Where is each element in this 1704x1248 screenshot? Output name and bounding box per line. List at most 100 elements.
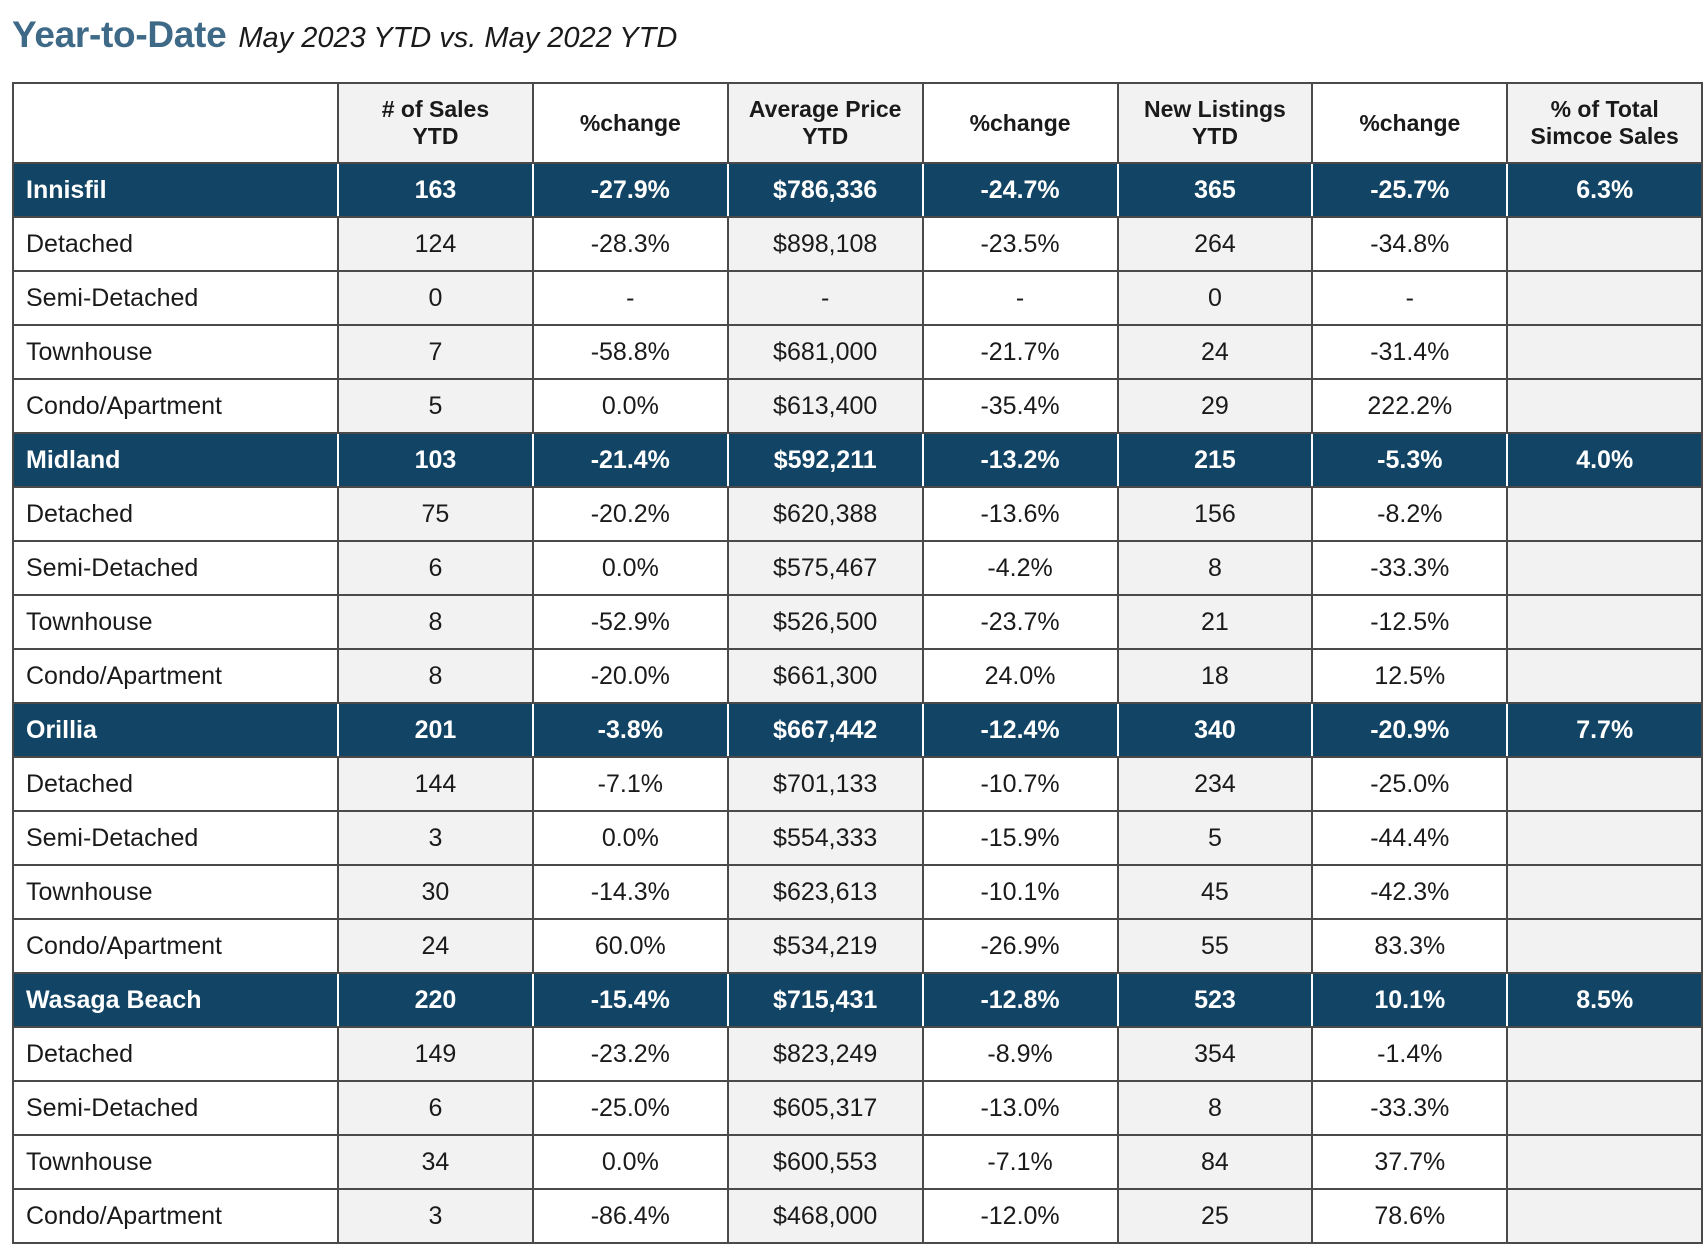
table-cell: 264	[1116, 216, 1314, 272]
region-cell: -3.8%	[531, 702, 729, 758]
column-header: %change	[1311, 82, 1509, 164]
property-type: Condo/Apartment	[12, 918, 339, 974]
column-header: # of Sales YTD	[337, 82, 534, 164]
region-row: Wasaga Beach 220 -15.4% $715,431 -12.8% 523 10…	[12, 972, 1704, 1028]
table-cell: -33.3%	[1311, 1080, 1509, 1136]
table-cell: $623,613	[726, 864, 924, 920]
table-cell: -42.3%	[1311, 864, 1509, 920]
table-cell: 0.0%	[531, 1134, 729, 1190]
table-cell: 25	[1116, 1188, 1314, 1244]
table-body: Innisfil 163 -27.9% $786,336 -24.7% 365 -25.7%…	[12, 162, 1704, 1244]
region-cell: 10.1%	[1311, 972, 1509, 1028]
region-row: Innisfil 163 -27.9% $786,336 -24.7% 365 -25.7%…	[12, 162, 1704, 218]
table-cell: -7.1%	[921, 1134, 1119, 1190]
region-cell: 365	[1116, 162, 1314, 218]
table-cell	[1506, 1080, 1704, 1136]
region-cell: -15.4%	[531, 972, 729, 1028]
table-row: Condo/Apartment 24 60.0% $534,219 -26.9% 55 83…	[12, 918, 1704, 974]
table-cell: -23.5%	[921, 216, 1119, 272]
table-cell: -15.9%	[921, 810, 1119, 866]
table-row: Detached 124 -28.3% $898,108 -23.5% 264 -34.8%	[12, 216, 1704, 272]
table-cell: -20.2%	[531, 486, 729, 542]
table-cell: 156	[1116, 486, 1314, 542]
table-cell: -52.9%	[531, 594, 729, 650]
table-cell: -	[726, 270, 924, 326]
table-cell: 8	[1116, 540, 1314, 596]
table-cell: 0	[337, 270, 534, 326]
column-header: %change	[921, 82, 1119, 164]
region-row: Midland 103 -21.4% $592,211 -13.2% 215 -5.3% 4.…	[12, 432, 1704, 488]
region-name: Orillia	[12, 702, 339, 758]
region-cell: 7.7%	[1506, 702, 1704, 758]
region-cell: 103	[337, 432, 534, 488]
table-cell: 0.0%	[531, 378, 729, 434]
table-cell: $600,553	[726, 1134, 924, 1190]
table-cell: 3	[337, 1188, 534, 1244]
table-cell: 24.0%	[921, 648, 1119, 704]
region-cell: 340	[1116, 702, 1314, 758]
table-cell: 21	[1116, 594, 1314, 650]
column-header: Average Price YTD	[726, 82, 924, 164]
property-type: Condo/Apartment	[12, 378, 339, 434]
table-cell: $898,108	[726, 216, 924, 272]
region-cell: 201	[337, 702, 534, 758]
table-cell: $620,388	[726, 486, 924, 542]
region-cell: -25.7%	[1311, 162, 1509, 218]
property-type: Detached	[12, 756, 339, 812]
region-cell: -5.3%	[1311, 432, 1509, 488]
region-cell: 4.0%	[1506, 432, 1704, 488]
table-cell: 37.7%	[1311, 1134, 1509, 1190]
table-cell: $468,000	[726, 1188, 924, 1244]
header-row: # of Sales YTD %change Average Price YTD %cha…	[12, 82, 1704, 164]
table-cell: -	[921, 270, 1119, 326]
region-name: Wasaga Beach	[12, 972, 339, 1028]
table-cell: -14.3%	[531, 864, 729, 920]
table-cell: -12.0%	[921, 1188, 1119, 1244]
table-cell: $526,500	[726, 594, 924, 650]
table-cell	[1506, 270, 1704, 326]
table-cell	[1506, 378, 1704, 434]
table-cell	[1506, 756, 1704, 812]
table-cell: 354	[1116, 1026, 1314, 1082]
table-cell: 3	[337, 810, 534, 866]
property-type: Townhouse	[12, 1134, 339, 1190]
table-cell: 7	[337, 324, 534, 380]
table-cell: -7.1%	[531, 756, 729, 812]
table-cell: -8.2%	[1311, 486, 1509, 542]
table-cell: 29	[1116, 378, 1314, 434]
region-row: Orillia 201 -3.8% $667,442 -12.4% 340 -20.9% 7.…	[12, 702, 1704, 758]
table-cell: -4.2%	[921, 540, 1119, 596]
table-cell: 75	[337, 486, 534, 542]
table-cell: 6	[337, 540, 534, 596]
region-cell: -12.4%	[921, 702, 1119, 758]
property-type: Condo/Apartment	[12, 648, 339, 704]
region-cell: 6.3%	[1506, 162, 1704, 218]
table-cell: -23.7%	[921, 594, 1119, 650]
table-cell: 144	[337, 756, 534, 812]
table-cell: -35.4%	[921, 378, 1119, 434]
table-cell: $681,000	[726, 324, 924, 380]
region-cell: 215	[1116, 432, 1314, 488]
region-cell: -21.4%	[531, 432, 729, 488]
table-cell: 34	[337, 1134, 534, 1190]
table-row: Condo/Apartment 5 0.0% $613,400 -35.4% 29 222.…	[12, 378, 1704, 434]
table-cell: -1.4%	[1311, 1026, 1509, 1082]
table-cell: -58.8%	[531, 324, 729, 380]
property-type: Semi-Detached	[12, 540, 339, 596]
region-cell: 220	[337, 972, 534, 1028]
table-cell: 30	[337, 864, 534, 920]
table-cell: -44.4%	[1311, 810, 1509, 866]
table-header: # of Sales YTD %change Average Price YTD %cha…	[12, 82, 1704, 164]
table-row: Townhouse 30 -14.3% $623,613 -10.1% 45 -42.3%	[12, 864, 1704, 920]
table-cell: -	[531, 270, 729, 326]
table-cell	[1506, 216, 1704, 272]
region-cell: -13.2%	[921, 432, 1119, 488]
table-cell: 222.2%	[1311, 378, 1509, 434]
region-name: Midland	[12, 432, 339, 488]
table-cell: 45	[1116, 864, 1314, 920]
table-row: Detached 144 -7.1% $701,133 -10.7% 234 -25.0%	[12, 756, 1704, 812]
table-cell	[1506, 864, 1704, 920]
table-cell: -86.4%	[531, 1188, 729, 1244]
region-cell: -12.8%	[921, 972, 1119, 1028]
